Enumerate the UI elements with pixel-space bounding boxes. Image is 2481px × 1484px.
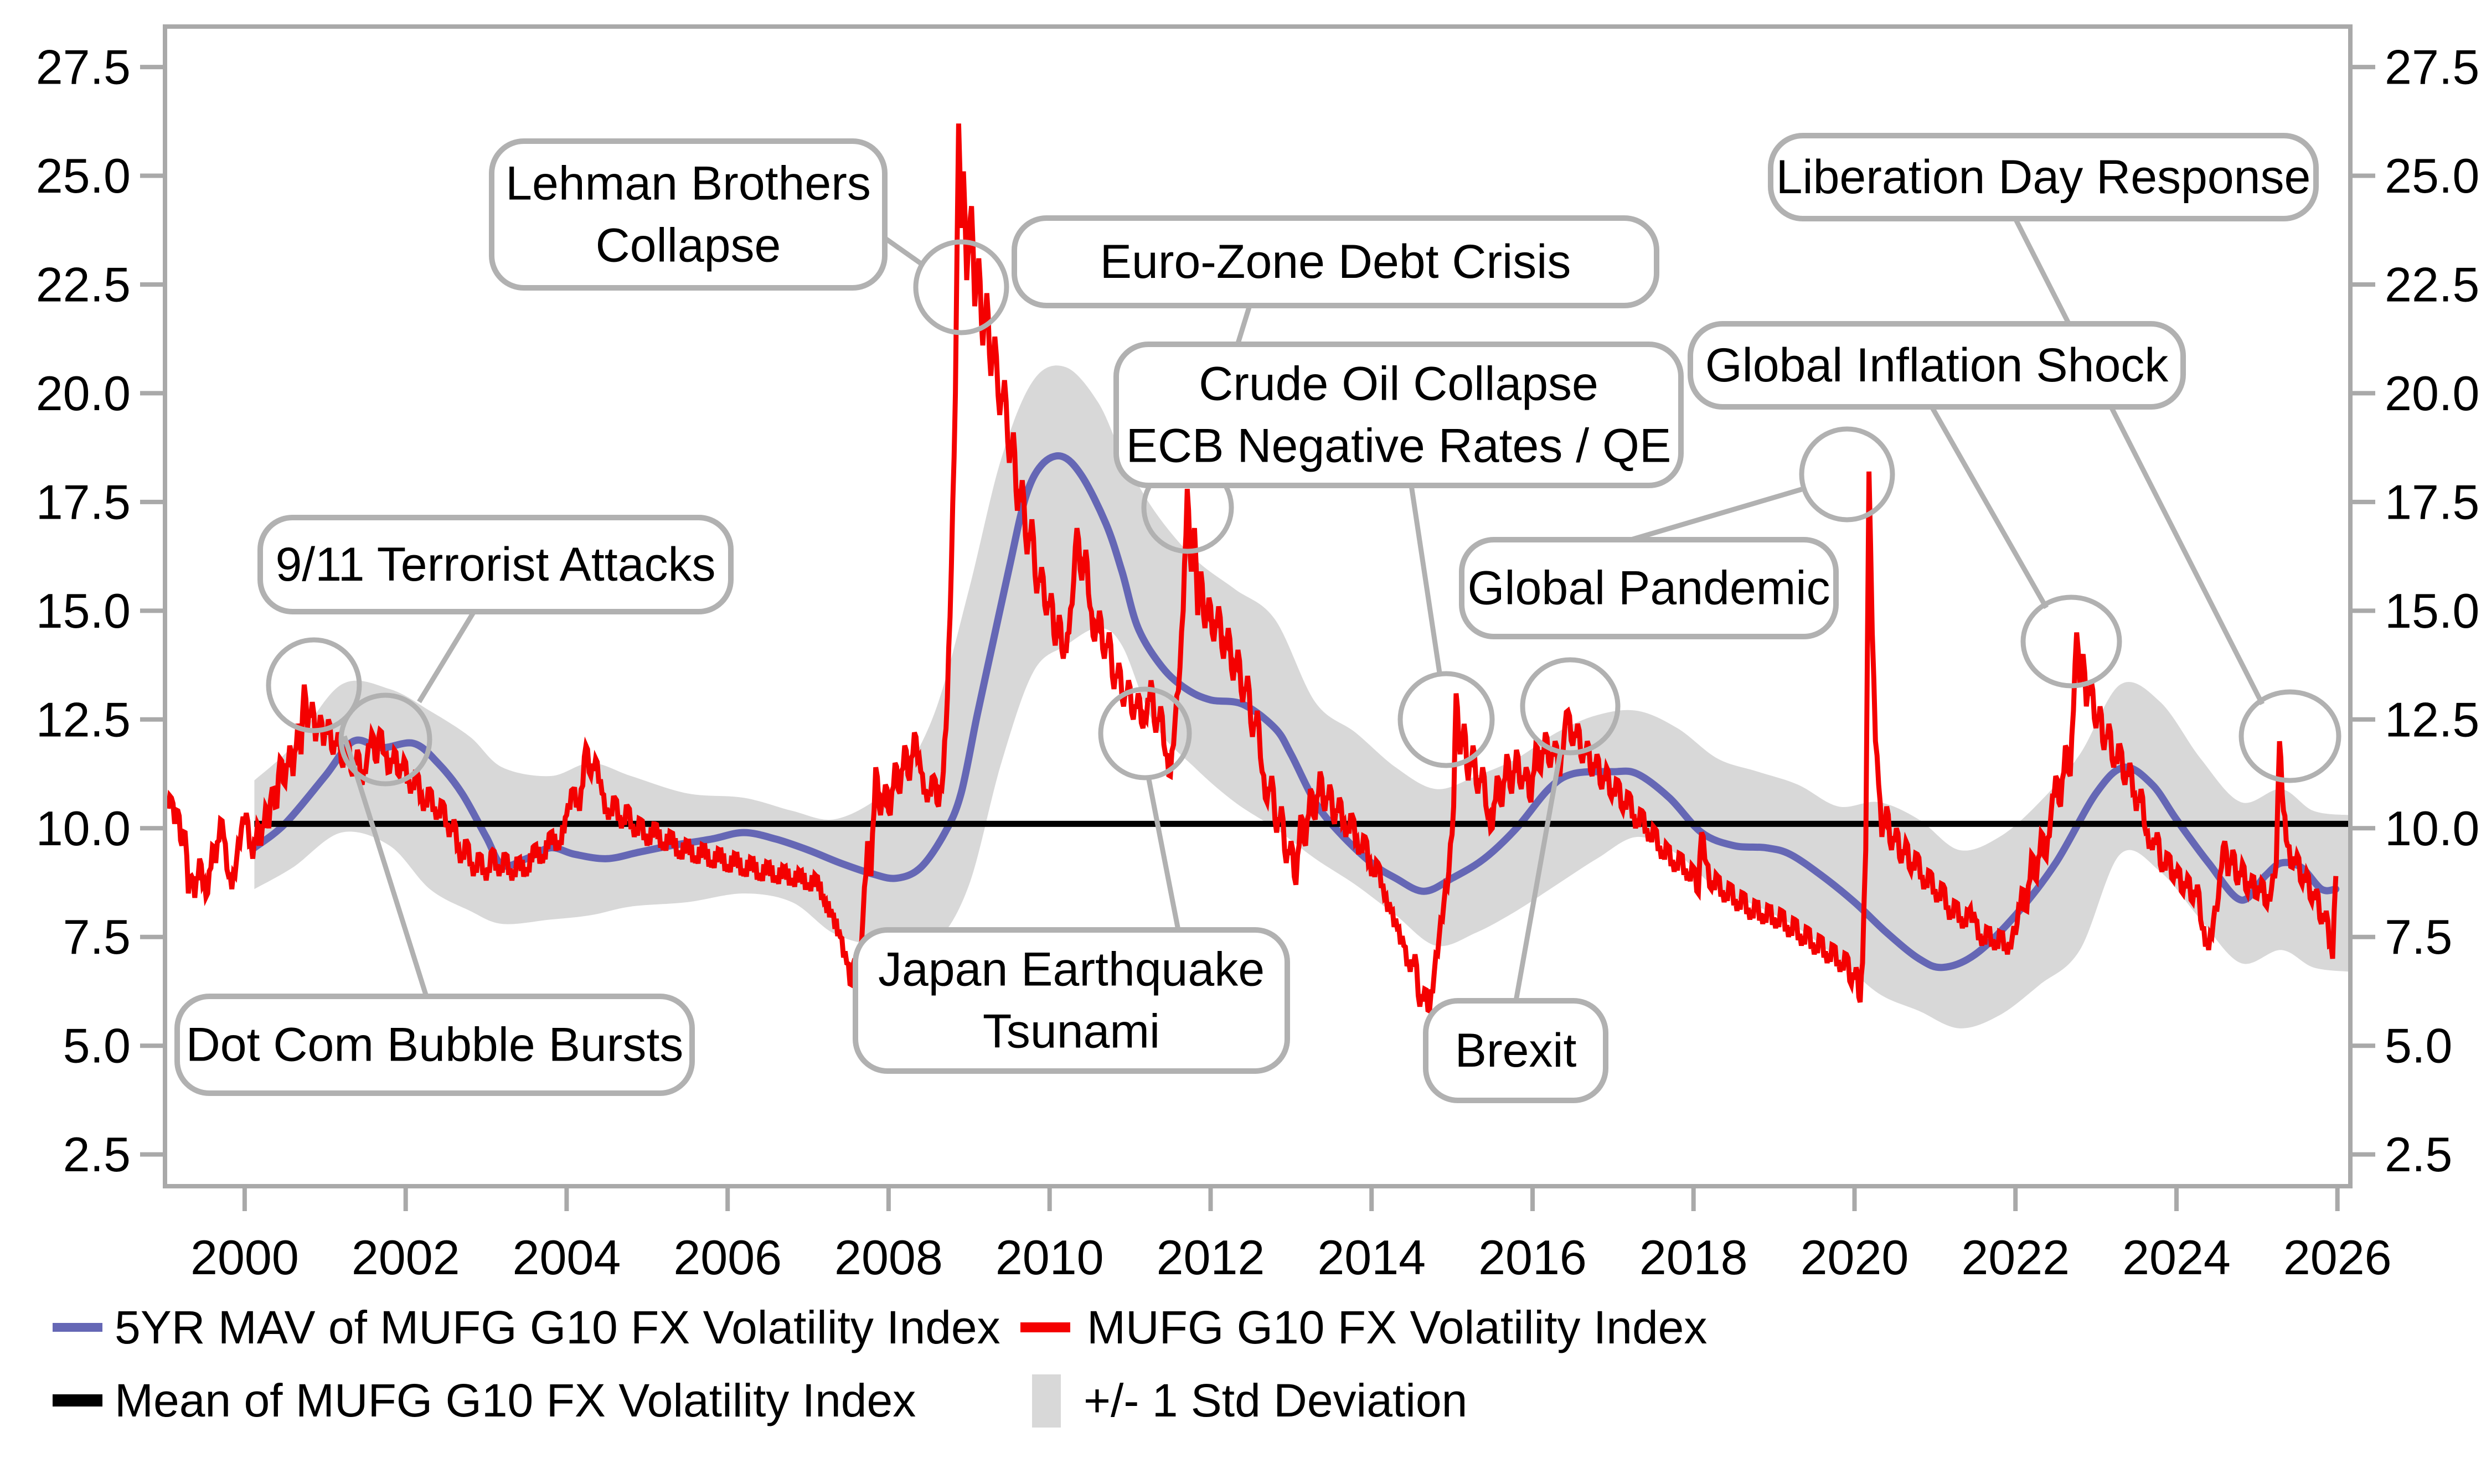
band-swatch bbox=[1032, 1374, 1061, 1428]
y-tick-label-left: 12.5 bbox=[36, 692, 131, 747]
annotation-circle-pandemic bbox=[1799, 426, 1895, 523]
y-tick-label-right: 20.0 bbox=[2385, 366, 2479, 421]
annotation-circle-crude-oil bbox=[1397, 671, 1495, 768]
y-tick-label-left: 15.0 bbox=[36, 583, 131, 638]
legend-label-mav: 5YR MAV of MUFG G10 FX Volatility Index bbox=[115, 1301, 1000, 1353]
plot-area: 2000 2002 2004 2006 2008 2010 2012 2014 2016 2018… bbox=[36, 24, 2479, 1285]
x-tick-label: 2016 bbox=[1478, 1230, 1587, 1285]
legend-label-index: MUFG G10 FX Volatility Index bbox=[1087, 1301, 1707, 1353]
y-tick-label-left: 2.5 bbox=[63, 1127, 131, 1182]
annotation-label-liberation: Liberation Day Response bbox=[1776, 151, 2311, 204]
annotation-box-inflation bbox=[1688, 321, 2186, 410]
annotation-label-japan: Japan Earthquake bbox=[878, 943, 1265, 996]
legend-item-mav: 5YR MAV of MUFG G10 FX Volatility Index bbox=[53, 1301, 1000, 1353]
y-tick-label-left: 25.0 bbox=[36, 148, 131, 203]
annotation-label-nine-eleven: 9/11 Terrorist Attacks bbox=[275, 538, 715, 591]
y-tick-label-left: 5.0 bbox=[63, 1018, 131, 1073]
y-tick-label-left: 20.0 bbox=[36, 366, 131, 421]
annotation-box-euro-zone bbox=[1012, 215, 1659, 308]
x-tick-label: 2014 bbox=[1317, 1230, 1426, 1285]
annotation-connector-nine-eleven bbox=[417, 610, 476, 704]
annotation-circle-inflation bbox=[2020, 594, 2122, 689]
y-tick-label-left: 7.5 bbox=[63, 909, 131, 964]
y-tick-label-right: 12.5 bbox=[2385, 692, 2479, 747]
annotation-label-lehman: Collapse bbox=[596, 219, 781, 272]
x-tick-label: 2008 bbox=[834, 1230, 943, 1285]
y-tick-label-right: 25.0 bbox=[2385, 148, 2479, 203]
annotation-connector-brexit bbox=[1513, 752, 1563, 1001]
annotation-box-dot-com bbox=[174, 994, 695, 1096]
annotation-connector-lehman bbox=[883, 236, 924, 267]
x-tick-label: 2010 bbox=[996, 1230, 1104, 1285]
annotation-circle-japan bbox=[1098, 686, 1192, 780]
annotation-connector-pandemic bbox=[1630, 487, 1803, 542]
annotation-label-lehman: Lehman Brothers bbox=[506, 157, 871, 210]
y-tick-label-right: 7.5 bbox=[2385, 909, 2452, 964]
annotation-label-brexit: Brexit bbox=[1455, 1024, 1577, 1077]
y-tick-label-right: 22.5 bbox=[2385, 257, 2479, 312]
annotation-circle-liberation bbox=[2238, 689, 2341, 783]
annotation-circle-brexit bbox=[1520, 657, 1621, 756]
annotation-box-crude-oil bbox=[1113, 342, 1684, 488]
annotation-label-inflation: Global Inflation Shock bbox=[1705, 339, 2169, 392]
y-tick-label-right: 10.0 bbox=[2385, 801, 2479, 856]
y-tick-label-left: 17.5 bbox=[36, 474, 131, 529]
annotation-connector-dot-com bbox=[342, 735, 429, 997]
annotation-box-nine-eleven bbox=[257, 515, 734, 614]
legend-label-mean: Mean of MUFG G10 FX Volatility Index bbox=[115, 1374, 916, 1426]
y-tick-label-right: 2.5 bbox=[2385, 1127, 2452, 1182]
y-tick-label-right: 5.0 bbox=[2385, 1018, 2452, 1073]
annotation-label-crude-oil: ECB Negative Rates / QE bbox=[1126, 420, 1672, 473]
y-tick-label-left: 22.5 bbox=[36, 257, 131, 312]
y-tick-label-left: 27.5 bbox=[36, 40, 131, 95]
annotation-circle-nine-eleven bbox=[338, 692, 432, 787]
x-tick-label: 2004 bbox=[513, 1230, 621, 1285]
x-tick-label: 2024 bbox=[2122, 1230, 2231, 1285]
annotation-box-lehman bbox=[489, 138, 888, 291]
annotation-connector-japan bbox=[1146, 779, 1181, 930]
annotation-box-pandemic bbox=[1459, 537, 1839, 639]
annotation-label-dot-com: Dot Com Bubble Bursts bbox=[186, 1018, 684, 1072]
legend-label-band: +/- 1 Std Deviation bbox=[1084, 1374, 1467, 1426]
x-tick-label: 2000 bbox=[190, 1230, 299, 1285]
plot-border bbox=[163, 24, 2353, 1188]
x-tick-label: 2026 bbox=[2283, 1230, 2392, 1285]
annotation-circle-dot-com bbox=[266, 637, 362, 733]
x-tick-label: 2018 bbox=[1639, 1230, 1748, 1285]
y-tick-label-left: 10.0 bbox=[36, 801, 131, 856]
annotation-connector-inflation bbox=[1930, 405, 2049, 609]
x-tick-label: 2012 bbox=[1157, 1230, 1265, 1285]
std-deviation-band bbox=[254, 365, 2351, 1028]
y-tick-label-right: 17.5 bbox=[2385, 474, 2479, 529]
x-tick-label: 2002 bbox=[352, 1230, 460, 1285]
annotation-label-pandemic: Global Pandemic bbox=[1468, 562, 1830, 615]
annotation-connector-crude-oil bbox=[1409, 485, 1443, 677]
annotation-connector-liberation bbox=[2013, 217, 2265, 706]
y-tick-label-right: 27.5 bbox=[2385, 40, 2479, 95]
annotation-circle-lehman bbox=[913, 239, 1009, 335]
y-tick-label-right: 15.0 bbox=[2385, 583, 2479, 638]
legend-item-index: MUFG G10 FX Volatility Index bbox=[1020, 1301, 1707, 1353]
x-tick-label: 2022 bbox=[1961, 1230, 2070, 1285]
legend-item-band: +/- 1 Std Deviation bbox=[1032, 1374, 1467, 1428]
annotation-label-crude-oil: Crude Oil Collapse bbox=[1199, 358, 1598, 411]
annotation-box-brexit bbox=[1423, 998, 1608, 1103]
legend: 5YR MAV of MUFG G10 FX Volatility Index … bbox=[53, 1301, 1707, 1428]
annotation-box-japan bbox=[853, 927, 1290, 1074]
annotation-label-euro-zone: Euro-Zone Debt Crisis bbox=[1100, 235, 1571, 288]
annotation-box-liberation bbox=[1768, 133, 2319, 221]
annotation-label-japan: Tsunami bbox=[983, 1005, 1160, 1058]
x-tick-label: 2020 bbox=[1801, 1230, 1909, 1285]
volatility-index-line bbox=[166, 123, 2339, 1015]
legend-item-mean: Mean of MUFG G10 FX Volatility Index bbox=[53, 1374, 916, 1426]
x-tick-label: 2006 bbox=[673, 1230, 782, 1285]
